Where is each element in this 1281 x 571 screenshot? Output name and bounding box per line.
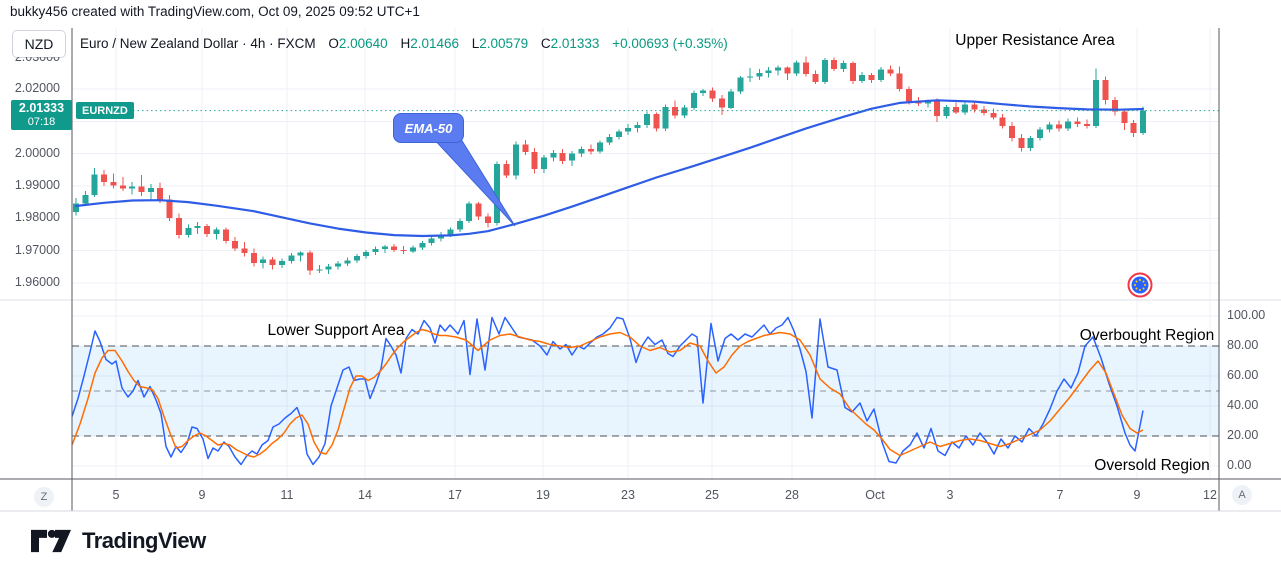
time-axis-label: 11	[280, 488, 294, 502]
auto-scale-button[interactable]: A	[1232, 485, 1252, 505]
eur-economic-event-icon[interactable]	[1127, 272, 1153, 298]
time-axis-label: 5	[112, 488, 120, 502]
time-axis-label: 3	[946, 488, 954, 502]
stochastic-d-line[interactable]	[71, 328, 1144, 458]
annotation-oversold[interactable]: Oversold Region	[1094, 457, 1210, 474]
oscillator-axis-label: 60.00	[1227, 368, 1259, 382]
ohlc-open-label: O	[328, 36, 339, 51]
bar-countdown: 07:18	[27, 115, 56, 128]
price-axis-label: 1.98000	[14, 210, 60, 225]
ohlc-open-value: 2.00640	[338, 36, 388, 51]
current-price-value: 2.01333	[18, 101, 65, 116]
symbol-title: Euro / New Zealand Dollar · 4h · FXCM	[80, 36, 316, 51]
current-price-tag[interactable]: 2.01333 07:18	[11, 100, 72, 130]
symbol-search-box[interactable]: NZD	[12, 30, 66, 58]
attribution-text: bukky456 created with TradingView.com, O…	[10, 4, 420, 19]
time-axis-label: 9	[1133, 488, 1141, 502]
oscillator-axis-label: 0.00	[1227, 458, 1252, 472]
tradingview-logo-icon	[31, 529, 71, 553]
price-axis-label-clipped: 2.03000	[14, 57, 60, 64]
time-axis-label: 7	[1056, 488, 1064, 502]
annotation-upper-resistance[interactable]: Upper Resistance Area	[955, 32, 1115, 49]
time-axis-label: 28	[785, 488, 799, 502]
price-axis-label: 2.00000	[14, 145, 60, 160]
ohlc-high-value: 2.01466	[410, 36, 459, 51]
ohlc-close-label: C	[540, 36, 551, 51]
ema-50-line[interactable]	[74, 99, 1145, 238]
time-axis-label: 12	[1203, 488, 1217, 502]
oscillator-axis-label: 80.00	[1227, 338, 1259, 352]
time-axis-label: 25	[705, 488, 719, 502]
price-axis-label: 1.97000	[14, 242, 60, 257]
ohlc-high-label: H	[400, 36, 411, 51]
ohlc-close-value: 2.01333	[550, 36, 600, 51]
ohlc-change-value: +0.00693 (+0.35%)	[612, 36, 728, 51]
tradingview-logo-text: TradingView	[82, 528, 206, 553]
symbol-info-bar[interactable]: Euro / New Zealand Dollar · 4h · FXCM O2…	[80, 36, 728, 51]
ohlc-low-value: 2.00579	[479, 36, 529, 51]
time-axis-label: 9	[198, 488, 206, 502]
annotation-lower-support[interactable]: Lower Support Area	[267, 322, 405, 339]
timezone-button[interactable]: Z	[34, 487, 54, 507]
time-axis-label: Oct	[865, 488, 885, 502]
ema-50-callout[interactable]: EMA-50	[393, 113, 464, 143]
symbol-price-line-tag[interactable]: EURNZD	[76, 102, 134, 119]
ohlc-low-label: L	[471, 36, 480, 51]
time-axis-label: 23	[621, 488, 635, 502]
time-axis-label: 17	[448, 488, 462, 502]
candlestick-series[interactable]	[73, 56, 1146, 276]
time-axis-label: 14	[358, 488, 372, 502]
symbol-box-label: NZD	[24, 36, 54, 52]
annotation-overbought[interactable]: Overbought Region	[1079, 327, 1215, 344]
oscillator-axis-label: 100.00	[1227, 308, 1266, 322]
price-axis-label: 1.96000	[14, 274, 60, 289]
oscillator-axis-label: 40.00	[1227, 398, 1259, 412]
ema-callout-pointer[interactable]	[429, 135, 516, 227]
oscillator-axis-label: 20.00	[1227, 428, 1259, 442]
price-axis-label: 2.02000	[14, 81, 60, 95]
time-axis-label: 19	[536, 488, 550, 502]
price-axis-label: 1.99000	[14, 177, 60, 192]
tradingview-logo[interactable]: TradingView	[30, 528, 206, 554]
